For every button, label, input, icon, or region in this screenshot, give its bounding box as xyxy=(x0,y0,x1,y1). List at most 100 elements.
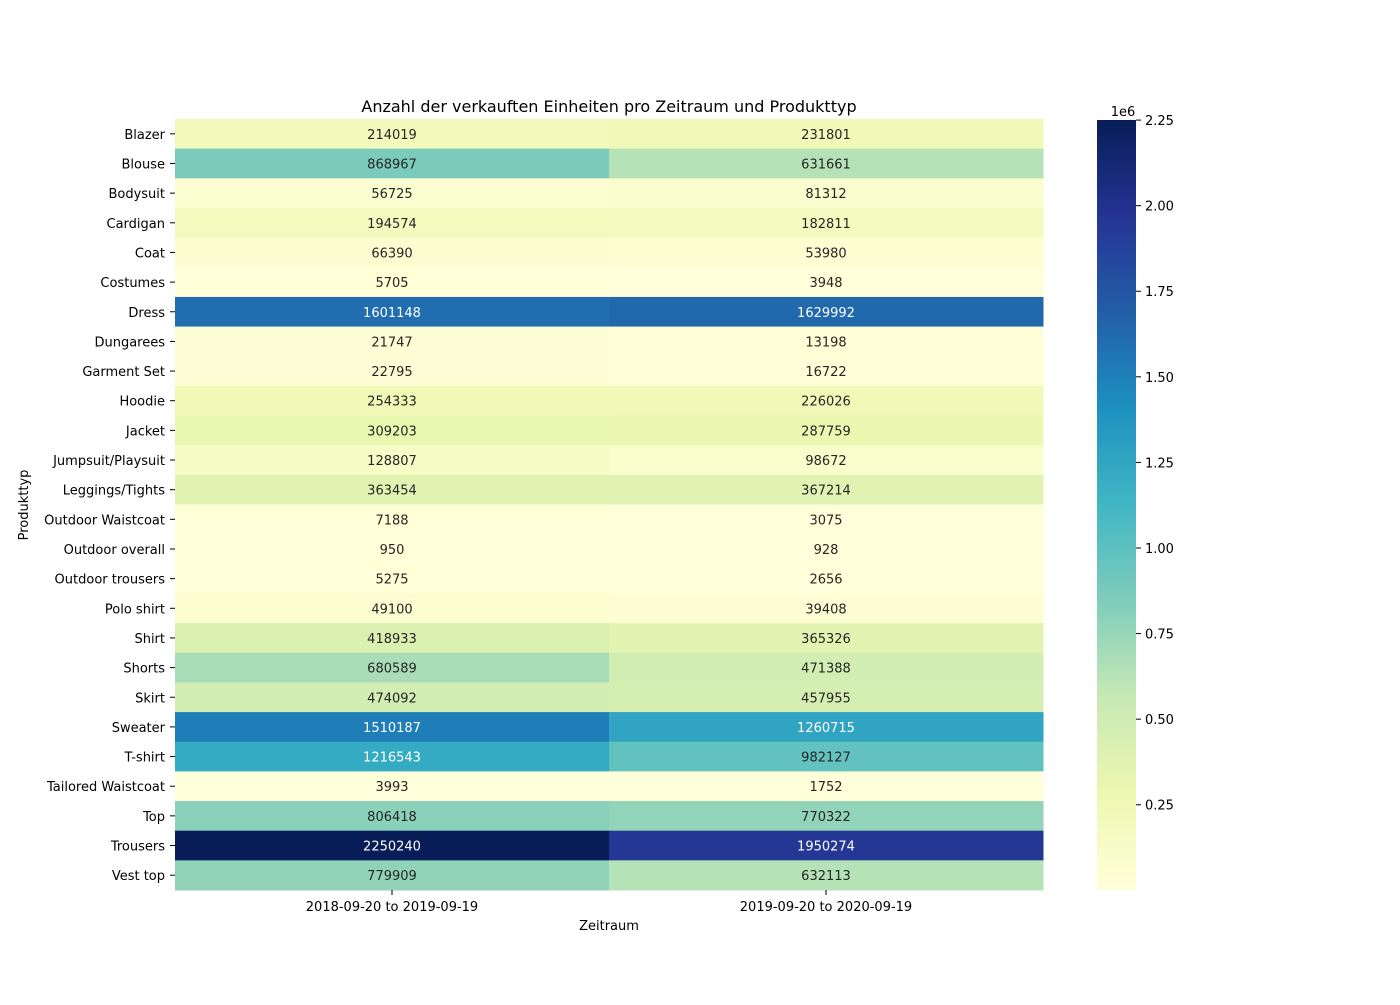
heatmap-cell xyxy=(175,415,610,446)
cell-value-label: 128807 xyxy=(367,454,417,469)
colorbar-tick-label: 1.75 xyxy=(1145,285,1174,300)
cell-value-label: 806418 xyxy=(367,810,417,825)
heatmap-cell xyxy=(609,682,1044,713)
heatmap-cell xyxy=(175,652,610,683)
cell-value-label: 194574 xyxy=(367,217,417,232)
heatmap-cell xyxy=(609,267,1044,298)
column-axis: 2018-09-20 to 2019-09-19 2019-09-20 to 20… xyxy=(306,890,912,915)
heatmap-cell xyxy=(175,296,610,328)
heatmap-cell xyxy=(175,860,610,891)
cell-value-label: 81312 xyxy=(805,187,846,202)
heatmap-cell xyxy=(609,712,1044,743)
row-tick-label: Jumpsuit/Playsuit xyxy=(52,454,165,469)
cell-value-label: 226026 xyxy=(801,395,851,410)
cell-value-label: 1752 xyxy=(809,780,842,795)
cell-value-label: 254333 xyxy=(367,395,417,410)
heatmap-cell xyxy=(175,682,610,713)
row-tick-label: Garment Set xyxy=(82,365,165,380)
row-tick-label: Costumes xyxy=(100,276,165,291)
cell-value-label: 868967 xyxy=(367,157,417,172)
row-tick-label: Hoodie xyxy=(119,395,165,410)
row-tick-label: Blazer xyxy=(124,128,165,143)
heatmap-cell xyxy=(175,326,610,357)
cell-value-label: 1216543 xyxy=(363,751,421,766)
row-tick-label: Tailored Waistcoat xyxy=(46,780,165,795)
cell-value-label: 98672 xyxy=(805,454,846,469)
cell-value-label: 631661 xyxy=(801,157,851,172)
cell-value-label: 1950274 xyxy=(797,840,855,855)
heatmap-cell xyxy=(175,534,610,565)
row-tick-label: Polo shirt xyxy=(105,602,165,617)
heatmap-cell xyxy=(609,178,1044,209)
row-tick-label: Outdoor overall xyxy=(64,543,165,558)
colorbar-tick-label: 2.25 xyxy=(1145,114,1174,129)
cell-value-label: 214019 xyxy=(367,128,417,143)
row-tick-label: Coat xyxy=(135,246,165,261)
heatmap-cell xyxy=(609,326,1044,357)
cell-value-label: 950 xyxy=(380,543,405,558)
cell-value-label: 56725 xyxy=(371,187,412,202)
row-tick-label: Cardigan xyxy=(107,217,165,232)
row-tick-label: Jacket xyxy=(125,424,165,439)
cell-value-label: 1601148 xyxy=(363,306,421,321)
heatmap-cell xyxy=(609,534,1044,565)
cell-value-label: 21747 xyxy=(371,335,412,350)
heatmap-cell xyxy=(175,207,610,239)
cell-value-label: 16722 xyxy=(805,365,846,380)
cell-value-label: 2656 xyxy=(809,573,842,588)
cell-value-label: 49100 xyxy=(371,602,412,617)
cell-value-label: 471388 xyxy=(801,662,851,677)
row-tick-label: Outdoor Waistcoat xyxy=(44,513,165,528)
heatmap-cell xyxy=(175,712,610,743)
cell-value-label: 66390 xyxy=(371,246,412,261)
heatmap-cell xyxy=(175,385,610,417)
heatmap-cell xyxy=(175,178,610,209)
cell-value-label: 7188 xyxy=(375,513,408,528)
heatmap-cell xyxy=(175,563,610,594)
heatmap-cell xyxy=(175,267,610,298)
cell-value-label: 982127 xyxy=(801,751,851,766)
cell-value-label: 182811 xyxy=(801,217,851,232)
heatmap-cell xyxy=(175,356,610,387)
heatmap-cell xyxy=(609,504,1044,535)
chart-title: Anzahl der verkauften Einheiten pro Zeit… xyxy=(361,97,856,116)
row-tick-label: Skirt xyxy=(135,691,165,706)
row-axis: Blazer Blouse Bodysuit Cardigan Coat Costumes… xyxy=(44,128,175,884)
heatmap-cell xyxy=(609,563,1044,594)
heatmap-cell xyxy=(175,771,610,802)
heatmap-cell xyxy=(609,148,1044,179)
heatmap-cell xyxy=(175,474,610,505)
heatmap-cell xyxy=(175,504,610,535)
heatmap-cell xyxy=(175,801,610,832)
row-tick-label: Shirt xyxy=(134,632,165,647)
column-tick-label: 2018-09-20 to 2019-09-19 xyxy=(306,900,478,915)
y-axis-label: Produkttyp xyxy=(17,470,32,541)
column-tick-label: 2019-09-20 to 2020-09-19 xyxy=(740,900,912,915)
heatmap-cell xyxy=(609,741,1044,772)
colorbar: 0.25 0.50 0.75 1.00 1.25 1.50 1.75 2.00 2.25 xyxy=(1097,114,1174,890)
cell-value-label: 365326 xyxy=(801,632,851,647)
row-tick-label: Bodysuit xyxy=(108,187,165,202)
heatmap-cell xyxy=(609,771,1044,802)
colorbar-tick-label: 0.50 xyxy=(1145,713,1174,728)
heatmap-cell xyxy=(609,623,1044,654)
cell-value-label: 363454 xyxy=(367,484,417,499)
heatmap-cell xyxy=(609,119,1044,150)
heatmap-cell xyxy=(609,860,1044,891)
heatmap-cell xyxy=(609,830,1044,861)
cell-value-label: 3948 xyxy=(809,276,842,291)
row-tick-label: Vest top xyxy=(112,869,165,884)
heatmap-cell xyxy=(175,445,610,476)
cell-value-label: 5275 xyxy=(375,573,408,588)
cell-value-label: 457955 xyxy=(801,691,851,706)
heatmap-cell xyxy=(609,474,1044,505)
heatmap-cell xyxy=(175,741,610,772)
x-axis-label: Zeitraum xyxy=(579,919,639,934)
row-tick-label: Dress xyxy=(128,306,165,321)
cell-value-label: 770322 xyxy=(801,810,851,825)
cell-value-label: 418933 xyxy=(367,632,417,647)
row-tick-label: T-shirt xyxy=(123,751,165,766)
colorbar-tick-label: 1.25 xyxy=(1145,456,1174,471)
heatmap-cell xyxy=(609,356,1044,387)
